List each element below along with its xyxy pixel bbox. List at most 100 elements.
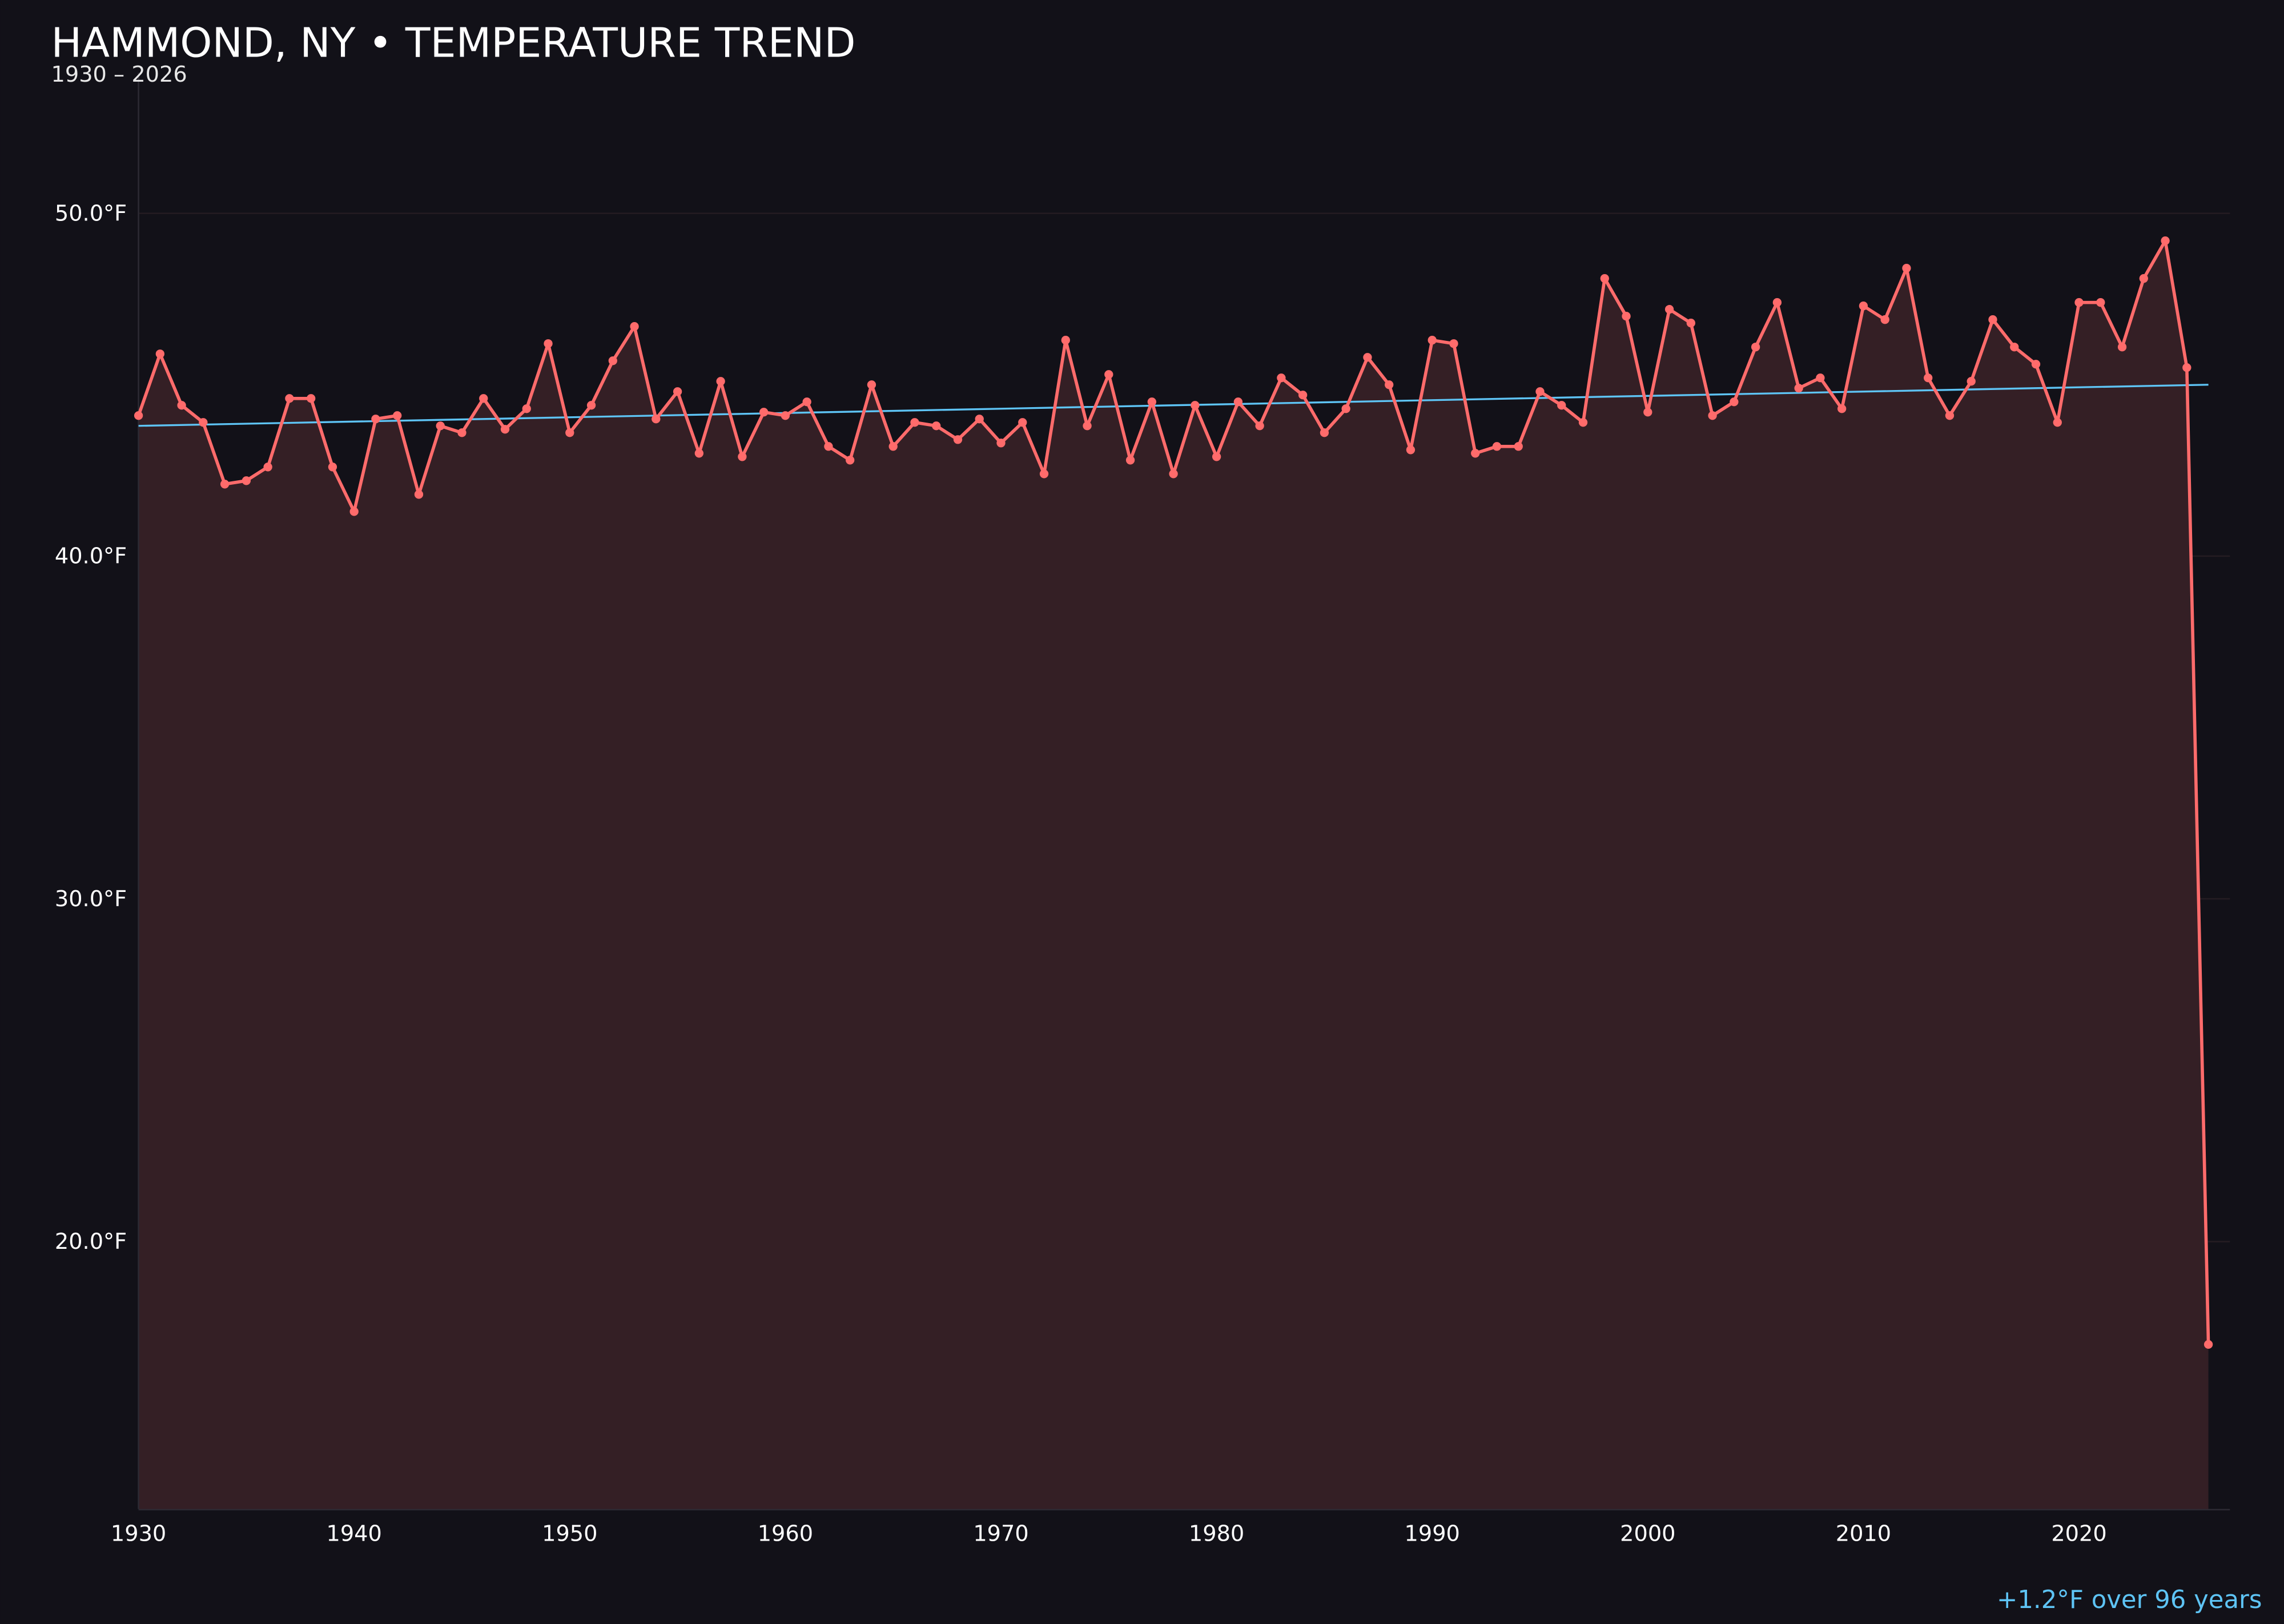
- data-point: [910, 418, 919, 427]
- data-point: [1514, 442, 1523, 451]
- trend-line: [138, 384, 2209, 427]
- data-point: [522, 404, 531, 413]
- data-point: [1169, 469, 1178, 479]
- data-point: [1988, 315, 1997, 324]
- chart-title: HAMMOND, NY • TEMPERATURE TREND: [51, 19, 856, 66]
- data-point: [1794, 384, 1803, 393]
- x-tick-label: 1980: [1189, 1521, 1244, 1547]
- data-point: [932, 421, 941, 431]
- y-tick-label: 40.0°F: [55, 544, 127, 569]
- data-point: [2161, 236, 2170, 246]
- data-point: [1277, 373, 1286, 383]
- data-point: [1320, 428, 1329, 437]
- data-point: [414, 490, 424, 499]
- data-point: [177, 401, 186, 410]
- data-point: [1751, 343, 1760, 352]
- data-point: [953, 435, 963, 444]
- data-point: [1363, 353, 1372, 362]
- data-point: [1557, 401, 1566, 410]
- x-tick-label: 2000: [1620, 1521, 1675, 1547]
- y-tick-label: 20.0°F: [55, 1229, 127, 1255]
- data-point: [1255, 421, 1264, 431]
- data-point: [1708, 411, 1717, 420]
- data-point: [996, 439, 1006, 448]
- data-point: [371, 415, 380, 424]
- data-point: [436, 421, 445, 431]
- data-point: [652, 415, 661, 424]
- data-point: [2117, 343, 2127, 352]
- data-point: [738, 452, 747, 461]
- data-point: [1018, 418, 1027, 427]
- data-point: [1147, 397, 1156, 407]
- data-point: [2203, 1340, 2213, 1349]
- data-point: [285, 394, 294, 403]
- data-point: [802, 397, 811, 407]
- data-point: [1298, 391, 1308, 400]
- data-point: [630, 322, 639, 331]
- data-point: [500, 425, 510, 434]
- data-point: [565, 428, 574, 437]
- data-point: [781, 411, 790, 420]
- x-tick-label: 2010: [1836, 1521, 1891, 1547]
- y-tick-label: 30.0°F: [55, 886, 127, 912]
- data-point: [1902, 264, 1911, 273]
- data-point: [1406, 445, 1416, 455]
- data-point: [824, 442, 833, 451]
- data-point: [888, 442, 898, 451]
- data-point: [1471, 449, 1480, 458]
- data-point: [1341, 404, 1350, 413]
- data-point: [199, 418, 208, 427]
- data-point: [349, 507, 359, 516]
- data-point: [1686, 319, 1695, 328]
- data-point: [1664, 305, 1674, 314]
- data-point: [1816, 373, 1825, 383]
- data-point: [694, 449, 704, 458]
- data-point: [1449, 339, 1458, 348]
- data-point: [1039, 469, 1049, 479]
- data-point: [1233, 397, 1243, 407]
- data-point: [1083, 421, 1092, 431]
- data-point: [1924, 373, 1933, 383]
- x-tick-label: 1940: [327, 1521, 382, 1547]
- data-point: [1427, 336, 1437, 345]
- data-point: [1945, 411, 1955, 420]
- data-point: [2031, 360, 2041, 369]
- data-point: [1104, 370, 1113, 379]
- x-tick-label: 1970: [973, 1521, 1028, 1547]
- data-point: [2010, 343, 2019, 352]
- data-point: [716, 377, 725, 386]
- chart-subtitle: 1930 – 2026: [51, 62, 187, 87]
- data-point: [1385, 380, 1394, 389]
- data-point: [1125, 456, 1135, 465]
- data-point: [2053, 418, 2062, 427]
- data-point: [759, 408, 769, 417]
- x-tick-label: 2020: [2051, 1521, 2106, 1547]
- data-point: [1492, 442, 1502, 451]
- data-point: [2096, 298, 2105, 307]
- data-point: [307, 394, 316, 403]
- data-point: [1600, 274, 1609, 283]
- data-point: [975, 415, 984, 424]
- data-point: [1880, 315, 1889, 324]
- data-point: [457, 428, 467, 437]
- x-tick-label: 1930: [111, 1521, 166, 1547]
- data-point: [867, 380, 876, 389]
- x-tick-label: 1960: [758, 1521, 813, 1547]
- data-point: [1622, 312, 1631, 321]
- data-point: [1061, 336, 1070, 345]
- data-point: [1967, 377, 1976, 386]
- data-point: [1730, 397, 1739, 407]
- data-point: [1837, 404, 1847, 413]
- data-point: [608, 356, 617, 365]
- data-points: [134, 236, 2213, 1349]
- x-tick-label: 1950: [542, 1521, 597, 1547]
- data-point: [1578, 418, 1588, 427]
- data-point: [220, 480, 230, 489]
- data-point: [544, 339, 553, 348]
- data-point: [155, 349, 164, 359]
- data-point: [1772, 298, 1782, 307]
- trend-annotation: +1.2°F over 96 years: [1997, 1586, 2262, 1614]
- data-point: [393, 411, 402, 420]
- data-point: [1643, 408, 1652, 417]
